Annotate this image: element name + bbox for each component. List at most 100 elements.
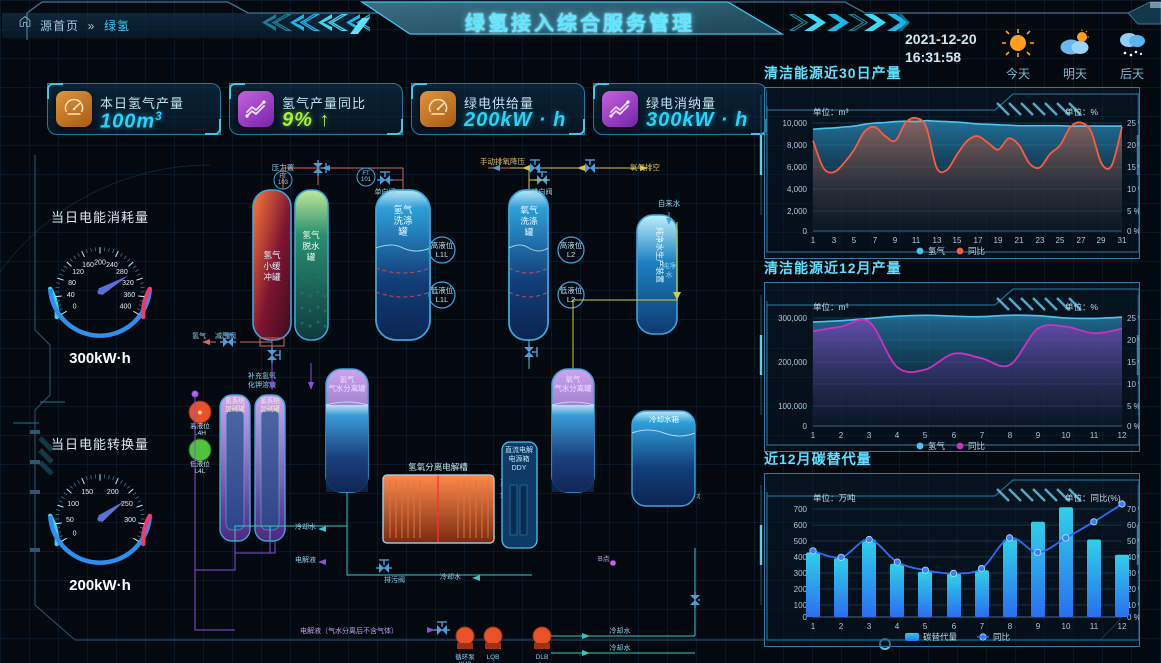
svg-text:LQB: LQB	[486, 654, 499, 661]
svg-text:7: 7	[873, 236, 878, 245]
svg-text:L1L: L1L	[436, 295, 449, 304]
svg-text:15 %: 15 %	[1127, 163, 1139, 172]
svg-text:高液位: 高液位	[431, 240, 454, 250]
svg-text:6: 6	[952, 431, 957, 440]
svg-text:氢气: 氢气	[263, 249, 281, 260]
svg-text:17: 17	[974, 236, 983, 245]
svg-text:160: 160	[82, 262, 94, 269]
svg-text:氧气: 氧气	[566, 375, 581, 384]
svg-text:直流电解: 直流电解	[505, 445, 533, 454]
svg-text:低液位: 低液位	[190, 459, 210, 468]
svg-text:水冷发: 水冷发	[697, 491, 701, 500]
svg-text:冷却水: 冷却水	[295, 522, 316, 531]
svg-text:●: ●	[316, 304, 320, 311]
svg-text:L4H: L4H	[194, 430, 206, 437]
svg-text:10: 10	[1062, 622, 1071, 631]
svg-text:4,000: 4,000	[787, 185, 808, 194]
svg-text:6: 6	[952, 622, 957, 631]
svg-text:●: ●	[308, 308, 312, 315]
svg-text:气水分离罐: 气水分离罐	[555, 384, 593, 393]
svg-text:加碱罐: 加碱罐	[225, 404, 245, 413]
svg-text:单位：%: 单位：%	[1065, 107, 1099, 117]
svg-text:400: 400	[120, 304, 132, 311]
svg-text:12: 12	[1118, 431, 1127, 440]
svg-text:0 %: 0 %	[1127, 227, 1139, 236]
svg-text:5 %: 5 %	[1127, 207, 1139, 216]
svg-text:360: 360	[123, 292, 135, 299]
svg-text:DDY: DDY	[512, 465, 527, 472]
svg-text:240: 240	[106, 262, 118, 269]
svg-text:15: 15	[953, 236, 962, 245]
svg-text:1: 1	[811, 622, 816, 631]
svg-text:9: 9	[1036, 622, 1041, 631]
svg-text:4: 4	[895, 431, 900, 440]
svg-text:8,000: 8,000	[787, 141, 808, 150]
svg-text:11: 11	[1090, 431, 1099, 440]
svg-text:循环泵: 循环泵	[455, 652, 475, 661]
svg-text:100: 100	[794, 601, 808, 610]
svg-text:100: 100	[67, 501, 79, 508]
svg-text:25 %: 25 %	[1127, 119, 1139, 128]
svg-text:8: 8	[1008, 431, 1013, 440]
svg-text:电解液: 电解液	[295, 555, 316, 564]
svg-text:5: 5	[852, 236, 857, 245]
svg-text:氢系统: 氢系统	[225, 396, 245, 405]
svg-text:9: 9	[1036, 431, 1041, 440]
svg-text:气水分离罐: 气水分离罐	[329, 384, 367, 393]
svg-text:B点: B点	[598, 555, 610, 563]
svg-text:小缓: 小缓	[263, 260, 281, 271]
svg-text:罐: 罐	[525, 226, 534, 237]
svg-text:25: 25	[1056, 236, 1065, 245]
svg-text:400: 400	[794, 553, 808, 562]
svg-text:150: 150	[81, 489, 93, 496]
svg-text:L1L: L1L	[436, 250, 449, 259]
svg-text:6,000: 6,000	[787, 163, 808, 172]
svg-text:脱水: 脱水	[302, 240, 320, 251]
svg-text:3: 3	[832, 236, 837, 245]
svg-text:50 %: 50 %	[1127, 537, 1139, 546]
svg-text:氢气: 氢气	[928, 246, 946, 256]
svg-text:洗涤: 洗涤	[520, 215, 538, 226]
svg-text:120: 120	[72, 269, 84, 276]
svg-text:0: 0	[803, 227, 808, 236]
svg-text:2: 2	[839, 622, 844, 631]
svg-text:10 %: 10 %	[1127, 380, 1139, 389]
svg-text:25 %: 25 %	[1127, 314, 1139, 323]
svg-text:单位：同比(%): 单位：同比(%)	[1065, 493, 1121, 503]
svg-text:29: 29	[1097, 236, 1106, 245]
svg-text:●: ●	[316, 319, 320, 326]
svg-text:L4L: L4L	[195, 468, 206, 475]
svg-text:2,000: 2,000	[787, 207, 808, 216]
svg-text:单位：万吨: 单位：万吨	[813, 493, 856, 503]
svg-text:13: 13	[933, 236, 942, 245]
svg-text:●: ●	[300, 290, 304, 297]
svg-text:冷却水: 冷却水	[610, 643, 631, 652]
svg-text:●: ●	[300, 320, 304, 327]
svg-text:80: 80	[68, 280, 76, 287]
svg-text:氧气: 氧气	[520, 204, 538, 215]
svg-text:0 %: 0 %	[1127, 422, 1139, 431]
svg-text:5 %: 5 %	[1127, 402, 1139, 411]
svg-text:●: ●	[316, 289, 320, 296]
svg-text:冷却水: 冷却水	[440, 572, 461, 581]
svg-text:300,000: 300,000	[778, 314, 807, 323]
svg-text:19: 19	[994, 236, 1003, 245]
svg-text:200: 200	[794, 585, 808, 594]
svg-text:10,000: 10,000	[783, 119, 808, 128]
svg-text:9: 9	[893, 236, 898, 245]
svg-text:电解液（气水分离后不含气体）: 电解液（气水分离后不含气体）	[300, 626, 398, 635]
svg-text:7: 7	[980, 622, 985, 631]
svg-text:纯净水生产装置: 纯净水生产装置	[655, 227, 665, 283]
svg-text:70 %: 70 %	[1127, 505, 1139, 514]
svg-text:●: ●	[308, 323, 312, 330]
svg-text:电源箱: 电源箱	[509, 454, 530, 463]
svg-text:冷却水: 冷却水	[610, 626, 631, 635]
svg-text:21: 21	[1015, 236, 1024, 245]
svg-text:罐: 罐	[307, 251, 316, 262]
svg-text:40: 40	[67, 292, 75, 299]
svg-text:320: 320	[122, 280, 134, 287]
svg-text:●: ●	[300, 305, 304, 312]
svg-text:●: ●	[308, 277, 312, 284]
svg-text:600: 600	[794, 521, 808, 530]
svg-text:4: 4	[895, 622, 900, 631]
